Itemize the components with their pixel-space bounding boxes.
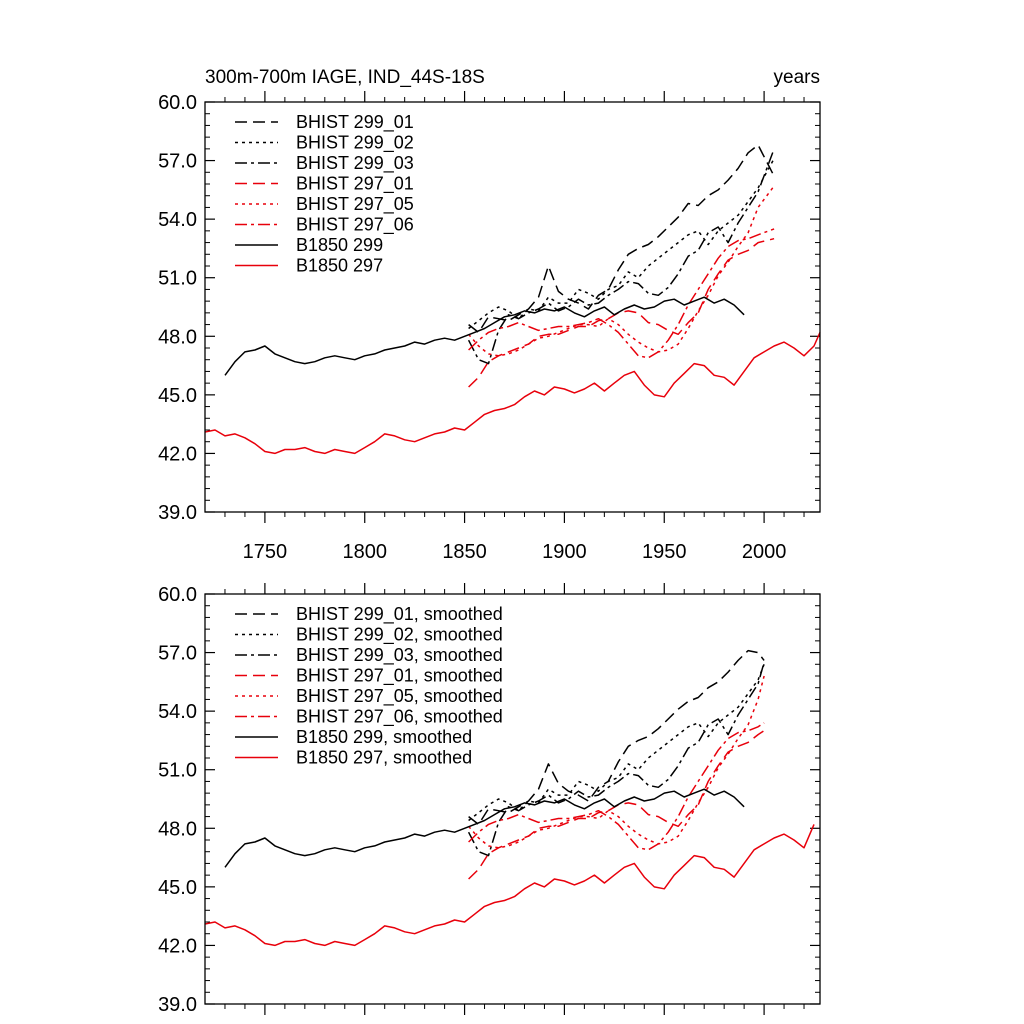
x-tick-label: 2000 [742,541,787,563]
y-tick-label: 42.0 [158,935,197,957]
series-line-0 [468,144,775,334]
y-tick-label: 39.0 [158,994,197,1016]
y-tick-label: 60.0 [158,92,197,114]
series-line-2 [467,662,765,857]
series-line-4 [468,675,765,849]
y-tick-label: 39.0 [158,502,197,524]
top-plot-frame [204,101,821,513]
top-panel-series [204,144,821,455]
series-line-0 [468,649,765,826]
y-tick-label: 51.0 [158,268,197,290]
legend-label: BHIST 297_05 [296,194,414,215]
x-tick-label: 1900 [542,541,587,563]
x-tick-label: 1850 [442,541,487,563]
y-tick-label: 48.0 [158,326,197,348]
legend-label: BHIST 299_02, smoothed [296,625,503,646]
series-line-4 [468,185,775,357]
series-line-6 [224,788,745,868]
series-line-2 [467,148,775,365]
x-tick-label: 1750 [243,541,288,563]
top-panel: 300m-700m IAGE, IND_44S-18S years 39.0 42… [158,67,821,563]
y-tick-label: 60.0 [158,584,197,606]
chart-title: 300m-700m IAGE, IND_44S-18S [205,67,485,88]
legend-label: BHIST 299_01, smoothed [296,604,503,625]
y-tick-label: 45.0 [158,385,197,407]
series-line-5 [468,722,765,851]
legend-label: BHIST 297_05, smoothed [296,686,503,707]
y-tick-label: 45.0 [158,877,197,899]
units-label: years [774,67,820,88]
series-line-6 [224,296,745,376]
bottom-panel-series [204,649,815,947]
y-tick-label: 54.0 [158,701,197,723]
series-line-7 [204,332,821,455]
y-tick-label: 57.0 [158,643,197,665]
legend-label: BHIST 299_02 [296,133,414,154]
y-tick-label: 51.0 [158,760,197,782]
legend-label: B1850 297, smoothed [296,748,472,768]
legend-label: B1850 297 [296,256,383,276]
bottom-plot-frame [204,593,821,1005]
bottom-panel-ticks: 39.0 42.0 45.0 48.0 51.0 54.0 57.0 60.0 [158,583,820,1016]
y-tick-label: 42.0 [158,443,197,465]
series-line-5 [468,228,775,359]
x-tick-label: 1800 [342,541,387,563]
legend-label: B1850 299 [296,235,383,255]
top-panel-ticks: 39.0 42.0 45.0 48.0 51.0 54.0 57.0 60.0 1750 1800… [158,91,820,563]
y-tick-label: 54.0 [158,209,197,231]
legend-label: B1850 299, smoothed [296,727,472,747]
legend-label: BHIST 299_01 [296,112,414,133]
x-tick-label: 1950 [642,541,687,563]
legend-label: BHIST 297_01 [296,174,414,195]
bottom-panel: 39.0 42.0 45.0 48.0 51.0 54.0 57.0 60.0 BHIST 2… [158,583,821,1016]
legend-label: BHIST 299_03 [296,153,414,174]
legend-label: BHIST 297_06 [296,215,414,236]
series-line-7 [204,824,815,947]
legend-label: BHIST 297_06, smoothed [296,707,503,728]
legend-label: BHIST 297_01, smoothed [296,666,503,687]
legend-label: BHIST 299_03, smoothed [296,645,503,666]
y-tick-label: 57.0 [158,151,197,173]
y-tick-label: 48.0 [158,818,197,840]
